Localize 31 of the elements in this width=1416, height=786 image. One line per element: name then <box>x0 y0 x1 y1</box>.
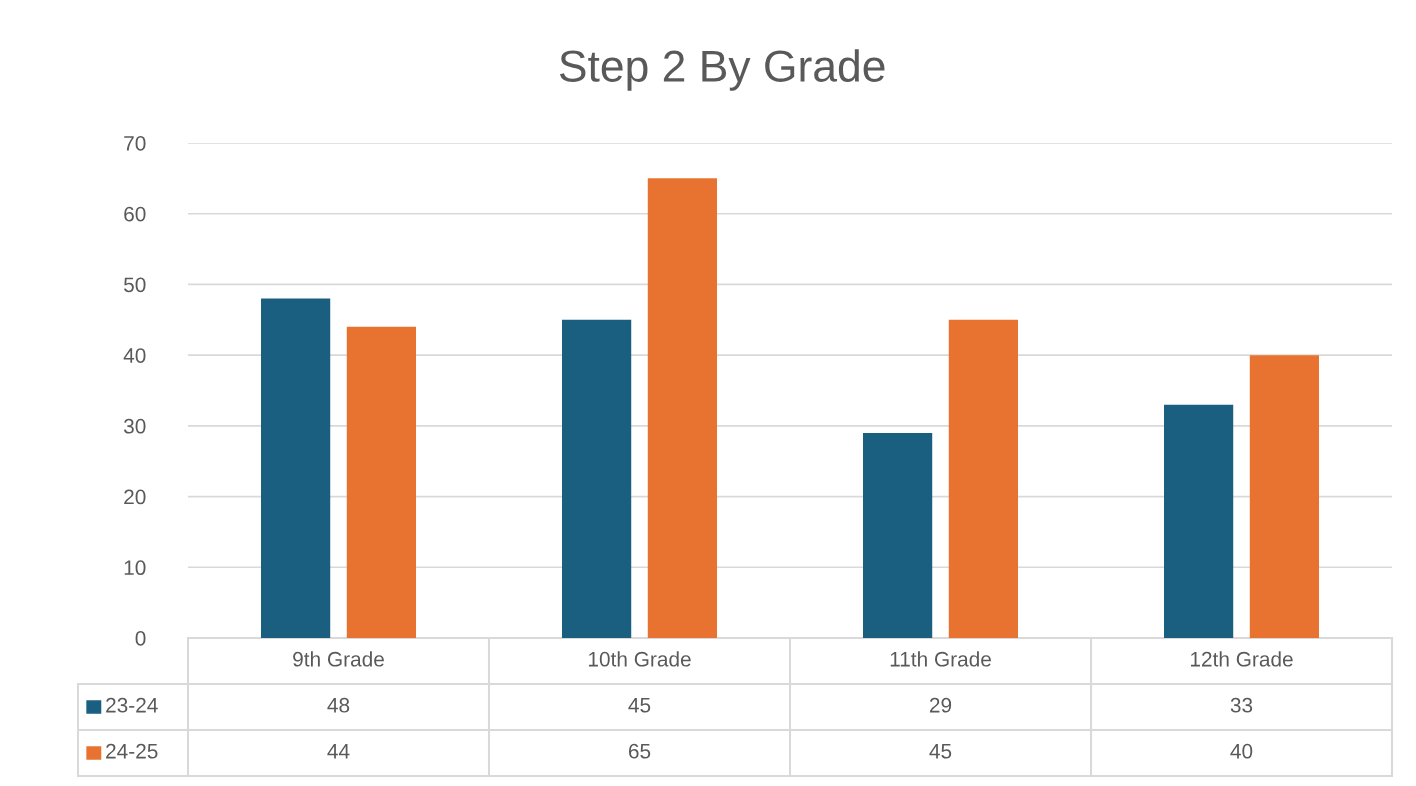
bar <box>561 319 632 638</box>
x-tick-label: 10th Grade <box>588 651 691 667</box>
bar <box>948 319 1019 638</box>
x-tick-label: 11th Grade <box>890 651 991 667</box>
data-label: 40 <box>1230 743 1253 759</box>
y-tick-label: 20 <box>124 489 146 505</box>
data-label: 33 <box>1230 697 1253 713</box>
data-label: 48 <box>327 697 350 713</box>
y-tick-label: 10 <box>124 560 146 576</box>
y-tick-label: 70 <box>124 136 146 151</box>
data-label: 45 <box>628 698 651 713</box>
bar <box>647 178 718 638</box>
y-tick-label: 40 <box>123 348 146 363</box>
bar <box>862 432 933 638</box>
y-tick-label: 30 <box>123 418 146 434</box>
data-label: 45 <box>929 744 952 759</box>
x-tick-label: 12th Grade <box>1190 651 1293 667</box>
legend-label: 24-25 <box>106 743 158 759</box>
y-tick-label: 50 <box>124 277 146 293</box>
bar <box>1249 355 1320 638</box>
data-label: 44 <box>327 744 350 759</box>
y-tick-label: 60 <box>124 206 146 222</box>
y-tick-label: 0 <box>135 631 146 646</box>
data-label: 65 <box>628 743 651 759</box>
bar <box>1163 404 1234 638</box>
chart-title: Step 2 By Grade <box>559 49 885 91</box>
bar <box>260 298 331 638</box>
x-tick-label: 9th Grade <box>293 651 384 667</box>
bar <box>346 326 417 638</box>
data-label: 29 <box>929 697 952 713</box>
legend-label: 23-24 <box>106 697 158 713</box>
